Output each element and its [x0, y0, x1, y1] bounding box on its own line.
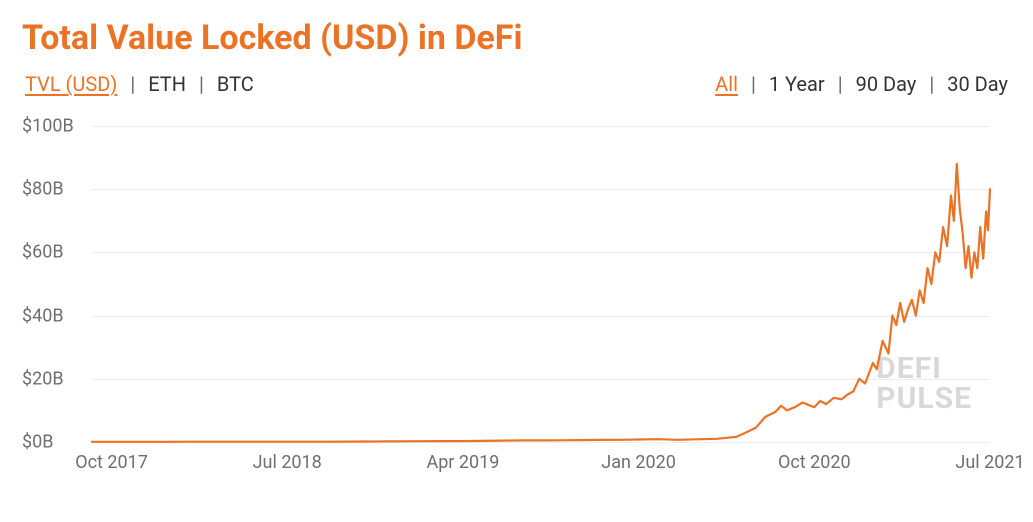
tab-tvl-usd[interactable]: TVL (USD): [22, 72, 120, 96]
tvl-chart: $0B$20B$40B$60B$80B$100BOct 2017Jul 2018…: [22, 118, 992, 478]
tab-range-90d[interactable]: 90 Day: [853, 72, 920, 96]
tab-range-1y[interactable]: 1 Year: [766, 72, 828, 96]
tab-range-all[interactable]: All: [712, 72, 741, 96]
range-tabs: All | 1 Year | 90 Day | 30 Day: [712, 72, 1011, 96]
tab-btc[interactable]: BTC: [214, 72, 257, 96]
tab-range-30d[interactable]: 30 Day: [944, 72, 1011, 96]
separator: |: [828, 72, 853, 96]
separator: |: [120, 72, 145, 96]
page-title: Total Value Locked (USD) in DeFi: [22, 18, 1011, 58]
tvl-line: [92, 164, 990, 442]
separator: |: [919, 72, 944, 96]
tvl-line-plot: [22, 118, 992, 478]
separator: |: [741, 72, 766, 96]
currency-tabs: TVL (USD) | ETH | BTC: [22, 72, 257, 96]
tab-eth[interactable]: ETH: [145, 72, 189, 96]
separator: |: [189, 72, 214, 96]
tab-bar: TVL (USD) | ETH | BTC All | 1 Year | 90 …: [22, 72, 1011, 96]
